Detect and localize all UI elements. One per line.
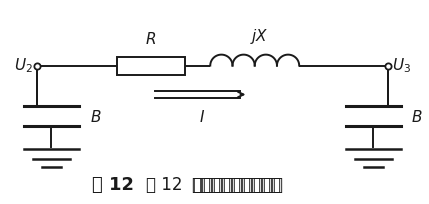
Text: $B$: $B$	[411, 109, 423, 125]
Text: $I$: $I$	[199, 109, 205, 124]
Text: $R$: $R$	[145, 31, 157, 47]
Text: 图 12  输电线路等效简化图: 图 12 输电线路等效简化图	[146, 175, 283, 193]
Bar	[117, 57, 185, 75]
Text: $U_3$: $U_3$	[393, 56, 411, 75]
Text: 图 12: 图 12	[92, 175, 134, 193]
Text: $B$: $B$	[90, 109, 101, 125]
Text: 输电线路等效简化图: 输电线路等效简化图	[190, 175, 281, 193]
Text: j$X$: j$X$	[250, 27, 268, 45]
Text: $U_2$: $U_2$	[14, 56, 33, 75]
